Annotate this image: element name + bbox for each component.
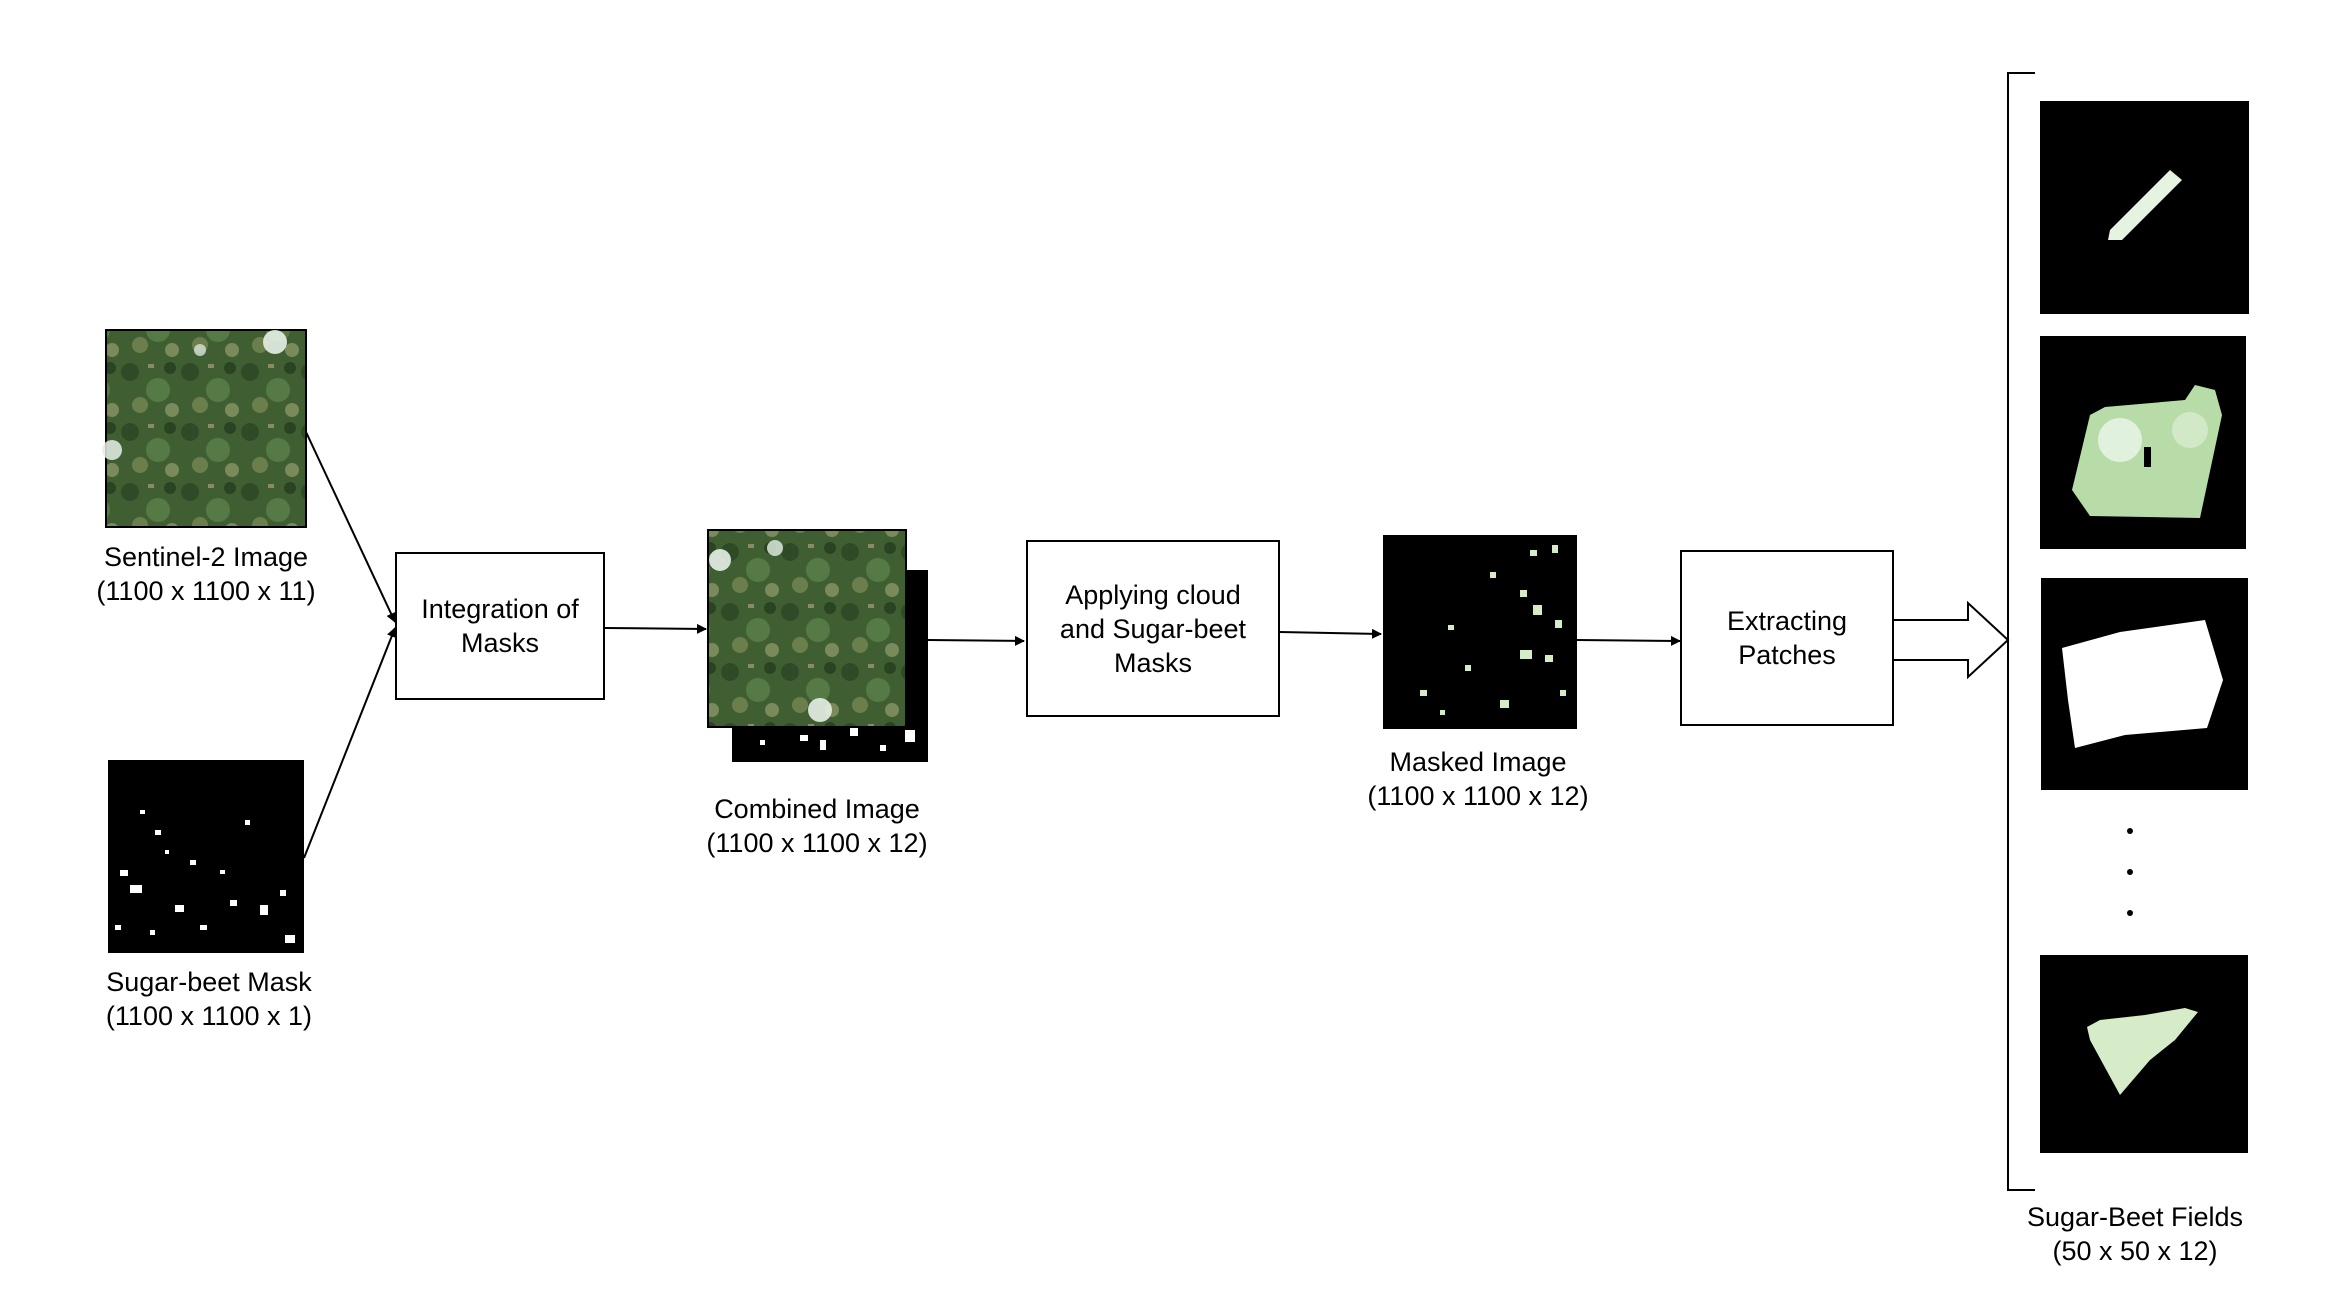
- masked-dims: (1100 x 1100 x 12): [1367, 781, 1589, 811]
- applying-line1: Applying cloud: [1065, 579, 1241, 610]
- output-patch-3: [2041, 578, 2248, 790]
- ellipsis-dots: [2127, 828, 2133, 916]
- output-label: Sugar-Beet Fields (50 x 50 x 12): [2010, 1200, 2260, 1268]
- extracting-line1: Extracting: [1726, 606, 1848, 636]
- output-patch-2: [2040, 336, 2246, 549]
- integration-box: Integration of Masks: [395, 552, 605, 700]
- applying-box: Applying cloud and Sugar-beet Masks: [1026, 540, 1280, 717]
- combined-dims: (1100 x 1100 x 12): [706, 828, 928, 858]
- combined-label: Combined Image (1100 x 1100 x 12): [700, 792, 934, 860]
- sentinel-label: Sentinel-2 Image (1100 x 1100 x 11): [96, 540, 316, 608]
- applying-line2: and Sugar-beet: [1059, 613, 1247, 644]
- applying-line3: Masks: [1113, 647, 1192, 678]
- extracting-box: Extracting Patches: [1680, 550, 1894, 726]
- integration-line2: Masks: [460, 628, 539, 658]
- masked-label: Masked Image (1100 x 1100 x 12): [1360, 745, 1596, 813]
- mask-label: Sugar-beet Mask (1100 x 1100 x 1): [96, 965, 322, 1033]
- sugar-beet-mask-image: [108, 760, 304, 953]
- output-patch-4: [2040, 955, 2248, 1153]
- output-bracket: [2007, 72, 2035, 1191]
- integration-line1: Integration of: [421, 594, 579, 624]
- sentinel-dims: (1100 x 1100 x 11): [96, 576, 316, 606]
- output-patch-1: [2040, 101, 2249, 314]
- masked-title: Masked Image: [1389, 747, 1567, 777]
- block-arrow-icon: [1894, 600, 2010, 680]
- sentinel-2-image: [102, 329, 307, 528]
- extracting-line2: Patches: [1738, 640, 1836, 670]
- output-dims: (50 x 50 x 12): [2052, 1236, 2218, 1266]
- mask-dims: (1100 x 1100 x 1): [105, 1001, 313, 1031]
- mask-title: Sugar-beet Mask: [106, 967, 312, 997]
- combined-title: Combined Image: [714, 794, 920, 824]
- combined-image: [707, 529, 928, 762]
- masked-image: [1383, 535, 1577, 729]
- output-title: Sugar-Beet Fields: [2026, 1202, 2244, 1232]
- sentinel-title: Sentinel-2 Image: [103, 542, 309, 572]
